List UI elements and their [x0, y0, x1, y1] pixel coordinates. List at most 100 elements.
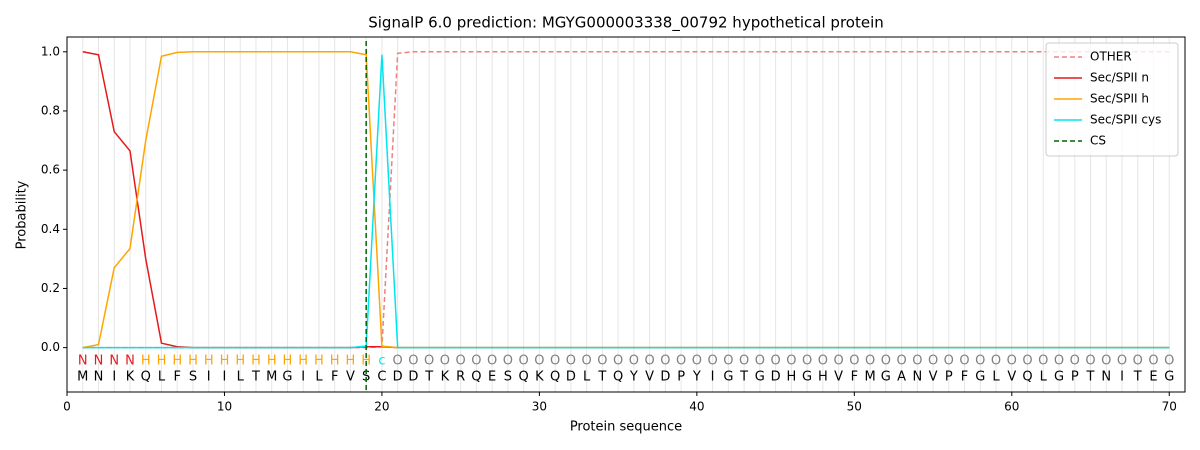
- series-line: [82, 51, 1170, 349]
- y-tick-label: 1.0: [41, 44, 60, 58]
- position-label: O: [1101, 354, 1111, 369]
- residue: V: [346, 370, 355, 385]
- position-label: O: [456, 354, 466, 369]
- residue: A: [897, 370, 906, 385]
- position-label: O: [487, 354, 497, 369]
- residue: V: [929, 370, 938, 385]
- chart-title: SignalP 6.0 prediction: MGYG000003338_00…: [368, 14, 884, 33]
- residue: T: [1086, 370, 1095, 385]
- x-tick-label: 10: [217, 400, 232, 414]
- position-label: O: [1038, 354, 1048, 369]
- position-label: H: [204, 354, 214, 369]
- residue: Q: [613, 370, 623, 385]
- residue: Q: [471, 370, 481, 385]
- series-line: [82, 51, 1170, 349]
- position-label: H: [157, 354, 167, 369]
- residue: G: [755, 370, 765, 385]
- position-label: O: [645, 354, 655, 369]
- residue: E: [488, 370, 496, 385]
- x-tick-label: 70: [1162, 400, 1177, 414]
- position-label: O: [582, 354, 592, 369]
- x-tick-label: 50: [847, 400, 862, 414]
- residue: K: [535, 370, 544, 385]
- position-label: O: [755, 354, 765, 369]
- residue: L: [1040, 370, 1048, 385]
- y-axis-label: Probability: [15, 180, 30, 249]
- position-label: c: [378, 354, 385, 369]
- position-label: N: [109, 354, 119, 369]
- position-label: H: [283, 354, 293, 369]
- position-label: O: [660, 354, 670, 369]
- residue: G: [282, 370, 292, 385]
- position-label: O: [424, 354, 434, 369]
- legend: OTHER Sec/SPII n Sec/SPII h Sec/SPII cys CS: [1045, 42, 1179, 157]
- position-label: O: [692, 354, 702, 369]
- residue: G: [1054, 370, 1064, 385]
- residue: I: [207, 370, 211, 385]
- residue: D: [660, 370, 670, 385]
- residue: L: [583, 370, 591, 385]
- x-tick-label: 0: [63, 400, 71, 414]
- residue: N: [94, 370, 104, 385]
- position-label: O: [550, 354, 560, 369]
- position-label: O: [613, 354, 623, 369]
- residue: H: [786, 370, 796, 385]
- position-label: O: [566, 354, 576, 369]
- position-label: O: [1133, 354, 1143, 369]
- y-tick-label: 0.2: [41, 281, 60, 295]
- legend-label: Sec/SPII h: [1090, 92, 1149, 106]
- position-label: O: [629, 354, 639, 369]
- residue: G: [802, 370, 812, 385]
- residue: N: [912, 370, 922, 385]
- position-label: N: [94, 354, 104, 369]
- position-label: O: [786, 354, 796, 369]
- residue: K: [126, 370, 135, 385]
- position-label: O: [1007, 354, 1017, 369]
- position-label: O: [1164, 354, 1174, 369]
- position-label: H: [188, 354, 198, 369]
- position-label: O: [959, 354, 969, 369]
- residue: Q: [550, 370, 560, 385]
- position-label: O: [833, 354, 843, 369]
- residue: V: [834, 370, 843, 385]
- residue: V: [1007, 370, 1016, 385]
- residue: Q: [519, 370, 529, 385]
- residue: Y: [692, 370, 701, 385]
- residue: T: [424, 370, 433, 385]
- legend-box: [1045, 42, 1179, 157]
- position-label: O: [912, 354, 922, 369]
- position-label: O: [1054, 354, 1064, 369]
- residue: T: [1133, 370, 1142, 385]
- position-label: H: [235, 354, 245, 369]
- residue: L: [237, 370, 245, 385]
- residue: V: [645, 370, 654, 385]
- residue: K: [441, 370, 450, 385]
- residue: Q: [1022, 370, 1032, 385]
- residue: M: [864, 370, 875, 385]
- residue: E: [1149, 370, 1157, 385]
- position-label: O: [408, 354, 418, 369]
- residue: C: [377, 370, 386, 385]
- position-label: H: [141, 354, 151, 369]
- residue: S: [189, 370, 197, 385]
- residue: F: [851, 370, 858, 385]
- position-label: O: [928, 354, 938, 369]
- residue: I: [223, 370, 227, 385]
- position-label: O: [739, 354, 749, 369]
- series-line: [82, 54, 1170, 349]
- y-tick-label: 0.6: [41, 163, 60, 177]
- residue: I: [301, 370, 305, 385]
- legend-label: CS: [1090, 134, 1106, 148]
- legend-label: OTHER: [1090, 50, 1132, 64]
- residue: L: [315, 370, 323, 385]
- residue: M: [77, 370, 88, 385]
- position-label: O: [865, 354, 875, 369]
- residue: D: [566, 370, 576, 385]
- residue: S: [504, 370, 512, 385]
- residue: P: [677, 370, 685, 385]
- y-tick-label: 0.8: [41, 103, 60, 117]
- residue: P: [1071, 370, 1079, 385]
- position-label: O: [975, 354, 985, 369]
- position-label: O: [534, 354, 544, 369]
